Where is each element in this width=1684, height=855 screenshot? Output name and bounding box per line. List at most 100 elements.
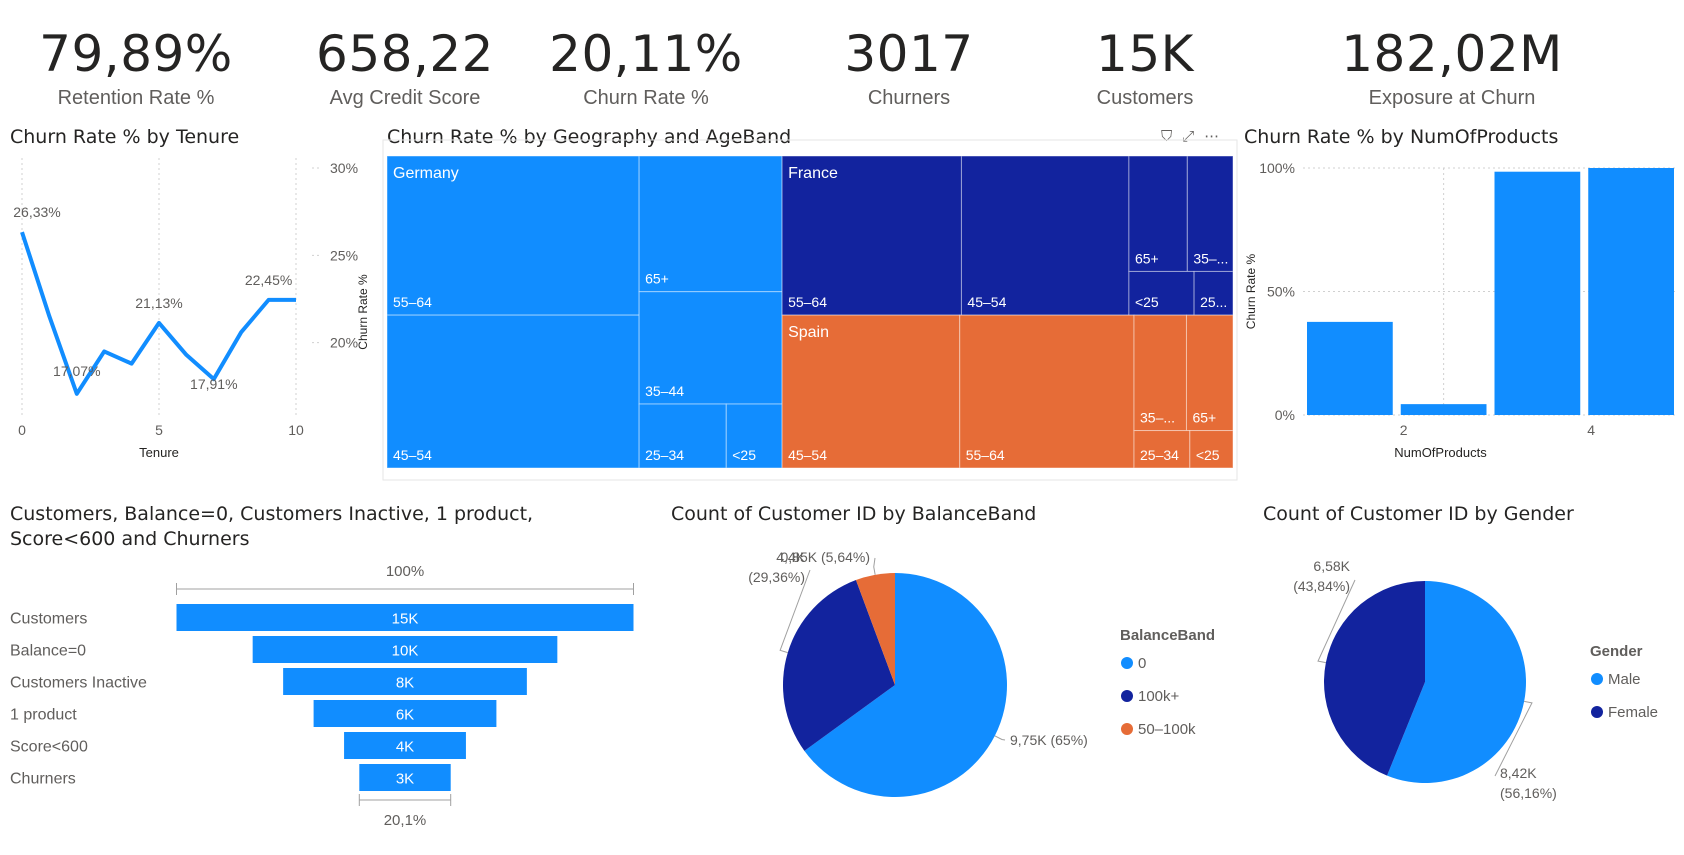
treemap-cell-label: 55–64	[788, 294, 827, 310]
y-tick-label: 30%	[330, 160, 358, 176]
pie-data-label: 9,75K (65%)	[1010, 732, 1088, 748]
treemap-cell-label: 55–64	[393, 294, 432, 310]
legend-marker	[1591, 706, 1603, 718]
x-tick-label: 10	[288, 422, 304, 438]
pie-slice	[804, 573, 1007, 797]
treemap-border	[382, 139, 1238, 481]
treemap-cell-label: <25	[1135, 294, 1159, 310]
pie-data-label: (29,36%)	[748, 569, 805, 585]
x-tick-label: 5	[155, 422, 163, 438]
pie-leader-line	[873, 557, 876, 575]
tenure-chart-title: Churn Rate % by Tenure	[10, 126, 240, 148]
geography-ageband-treemap[interactable]: Churn Rate % 55–64 45–54 65+ 35–44 25–34 <25 55…	[355, 139, 1238, 481]
y-tick-label: 20%	[330, 335, 358, 351]
funnel-bottom-percent: 20,1%	[384, 812, 427, 829]
treemap-cell	[781, 314, 961, 469]
kpi-label: Exposure at Churn	[1368, 87, 1536, 109]
funnel-bar	[344, 732, 466, 759]
products-bar-chart[interactable]: 0% 50% 100% 2 4 NumOfProducts Churn Rate %	[1235, 140, 1678, 480]
treemap-cell	[1186, 155, 1234, 272]
treemap-cell-label: 25–34	[1140, 447, 1179, 463]
pie-data-label: (56,16%)	[1500, 785, 1557, 801]
churn-funnel-chart[interactable]: 100% 15K Customers 10K Balance=0 8K Customers …	[0, 555, 650, 855]
data-label: 22,45%	[245, 272, 292, 288]
treemap-cell	[1185, 314, 1234, 432]
treemap-cell	[960, 155, 1130, 316]
x-tick-label: 2	[1400, 422, 1408, 438]
funnel-bar-value: 8K	[396, 675, 414, 692]
x-tick-label: 0	[18, 422, 26, 438]
series-line	[20, 231, 296, 396]
funnel-top-percent: 100%	[386, 563, 424, 580]
treemap-cell-label: <25	[732, 447, 756, 463]
funnel-bar-value: 15K	[392, 611, 419, 628]
pie-data-label: 4,4K	[776, 549, 805, 565]
treemap-cell-label: <25	[1196, 447, 1220, 463]
kpi-retention-rate: 79,89% Retention Rate %	[36, 22, 236, 110]
funnel-bar-value: 3K	[396, 771, 414, 788]
treemap-cell	[1133, 314, 1187, 432]
treemap-group-label: France	[788, 165, 838, 182]
bar	[1494, 171, 1581, 415]
funnel-chart-title: Customers, Balance=0, Customers Inactive…	[10, 503, 534, 550]
pie-data-label: 0,85K (5,64%)	[781, 549, 871, 565]
treemap-cell	[1133, 430, 1191, 469]
legend-marker	[1121, 723, 1133, 735]
treemap-cell	[1193, 270, 1234, 316]
kpi-value: 15K	[1096, 25, 1194, 83]
kpi-label: Avg Credit Score	[329, 87, 481, 109]
funnel-bar	[359, 764, 451, 791]
treemap-group-label: Spain	[788, 324, 829, 341]
pie-leader-line	[994, 735, 1006, 741]
x-tick-label: 4	[1587, 422, 1595, 438]
legend-item: 50–100k	[1138, 721, 1196, 738]
x-axis-title: Tenure	[139, 445, 179, 460]
tenure-line-chart[interactable]: 0 5 10 20% 25% 30% Tenure 26,33% 17,07% 21,13% 17,…	[0, 140, 358, 470]
treemap-cell-label: 65+	[645, 271, 669, 287]
filter-icon[interactable]: ⛉	[1161, 127, 1173, 145]
balanceband-chart-title: Count of Customer ID by BalanceBand	[671, 503, 1037, 525]
kpi-customers: 15K Customers	[1045, 22, 1245, 110]
y-tick-label: 50%	[1267, 284, 1295, 300]
funnel-category-label: Churners	[10, 771, 76, 788]
kpi-exposure-at-churn: 182,02M Exposure at Churn	[1337, 22, 1567, 110]
legend-marker	[1121, 657, 1133, 669]
treemap-cell-label: 45–54	[967, 294, 1006, 310]
kpi-value: 79,89%	[39, 25, 233, 83]
legend-marker	[1121, 690, 1133, 702]
y-axis-title: Churn Rate %	[1244, 253, 1258, 329]
pie-data-label: 8,42K	[1500, 765, 1537, 781]
treemap-cell	[725, 403, 783, 469]
treemap-cell	[638, 291, 783, 405]
legend-marker	[1591, 673, 1603, 685]
treemap-cell	[638, 403, 727, 469]
pie-leader-line	[1494, 700, 1533, 777]
kpi-label: Churners	[867, 87, 951, 109]
treemap-cell	[386, 155, 640, 316]
funnel-bar-value: 6K	[396, 707, 414, 724]
bar	[1400, 404, 1487, 415]
gender-pie-chart[interactable]: 8,42K (56,16%) 6,58K (43,84%) Gender Male Fema…	[1250, 525, 1684, 825]
gender-chart-title: Count of Customer ID by Gender	[1263, 503, 1574, 525]
treemap-cell	[1128, 155, 1188, 272]
treemap-cell	[386, 314, 640, 469]
kpi-value: 3017	[844, 25, 974, 83]
pie-slice	[1324, 581, 1425, 776]
kpi-churn-rate: 20,11% Churn Rate %	[546, 22, 746, 110]
treemap-cell-label: 45–54	[393, 447, 432, 463]
balanceband-pie-chart[interactable]: 9,75K (65%) 4,4K (29,36%) 0,85K (5,64%) Bala…	[660, 525, 1280, 825]
funnel-category-label: Score<600	[10, 739, 88, 756]
y-axis-title: Churn Rate %	[356, 274, 370, 350]
treemap-cell	[781, 155, 962, 316]
legend-title: Gender	[1590, 643, 1643, 660]
kpi-label: Customers	[1096, 87, 1194, 109]
legend-title: BalanceBand	[1120, 627, 1215, 644]
pie-data-label: 6,58K	[1313, 558, 1350, 574]
pie-leader-line	[1317, 579, 1356, 664]
legend-item: 0	[1138, 655, 1146, 672]
treemap-cell-label: 35–44	[645, 383, 684, 399]
legend-item: Female	[1608, 704, 1658, 721]
kpi-avg-credit-score: 658,22 Avg Credit Score	[305, 22, 505, 110]
kpi-churners: 3017 Churners	[809, 22, 1009, 110]
funnel-category-label: Customers	[10, 611, 87, 628]
